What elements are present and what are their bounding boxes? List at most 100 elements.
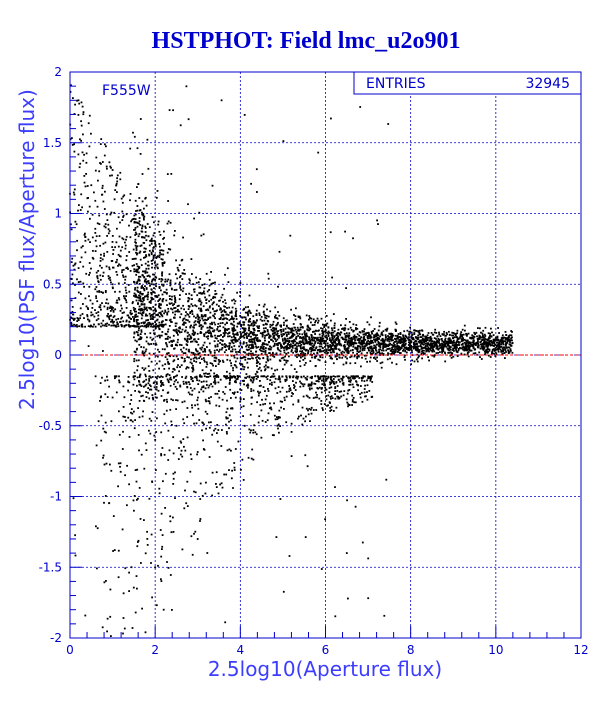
data-point [151,596,153,599]
data-point [448,340,450,343]
data-point [155,295,158,298]
data-point [292,344,294,347]
data-point [368,333,370,336]
data-point [456,339,459,342]
data-point [332,313,335,315]
data-point [362,333,365,336]
data-point [382,349,385,352]
data-point [233,298,235,301]
data-point [150,343,152,345]
data-point [249,347,252,350]
data-point [123,295,125,297]
data-point [313,349,316,351]
data-point [448,333,451,336]
data-point [357,389,359,392]
data-point [247,346,250,348]
data-point [268,336,270,339]
data-point [150,388,152,391]
data-point [463,353,466,356]
data-point [506,342,509,344]
data-point [487,344,490,347]
data-point [243,321,246,324]
data-point [213,315,215,318]
data-point [233,320,235,323]
data-point [161,325,164,328]
data-point [106,322,109,325]
data-point [441,339,444,342]
data-point [396,334,399,337]
data-point [230,346,233,348]
data-point [488,349,491,352]
data-point [499,340,502,342]
data-point [112,287,114,290]
data-point [288,388,291,390]
data-point [465,346,467,349]
data-point [235,351,237,353]
data-point [296,356,298,358]
data-point [355,380,357,382]
data-point [255,319,258,322]
data-point [453,341,456,344]
data-point [294,389,297,391]
data-point [270,328,273,331]
data-point [293,333,296,336]
data-point [424,335,426,338]
data-point [220,343,223,346]
data-point [232,367,234,369]
data-point [77,267,80,269]
data-point [432,346,435,348]
data-point [500,341,503,344]
data-point [200,388,203,391]
data-point [293,387,295,389]
data-point [392,348,395,351]
data-point [133,292,136,295]
data-point [391,344,394,347]
data-point [366,335,369,337]
data-point [297,375,300,378]
data-point [456,344,459,346]
data-point [172,472,175,475]
data-point [143,306,146,309]
data-point [256,370,258,373]
data-point [213,329,216,332]
data-point [376,332,378,335]
data-point [329,402,331,404]
data-point [130,399,133,401]
data-point [360,336,362,339]
data-point [299,346,302,349]
data-point [313,382,316,385]
data-point [220,348,223,351]
data-point [76,249,78,252]
data-point [334,355,337,358]
data-point [295,376,297,379]
data-point [137,279,140,281]
data-point [153,332,155,335]
data-point [296,345,298,348]
data-point [261,419,264,422]
data-point [221,343,224,346]
data-point [191,366,193,369]
data-point [435,340,438,343]
data-point [86,314,89,316]
data-point [115,182,118,185]
data-point [206,331,209,334]
data-point [81,105,84,108]
data-point [155,257,158,259]
data-point [160,258,163,260]
data-point [138,308,140,311]
data-point [195,422,198,425]
data-point [285,421,288,424]
data-point [161,447,164,449]
data-point [202,292,204,294]
data-point [145,254,147,256]
data-point [244,376,246,379]
data-point [215,357,218,360]
data-point [484,351,487,354]
data-point [144,332,146,335]
data-point [146,294,149,297]
data-point [247,334,250,337]
data-point [316,317,319,320]
data-point [258,385,261,387]
data-point [154,295,157,297]
data-point [181,376,183,378]
